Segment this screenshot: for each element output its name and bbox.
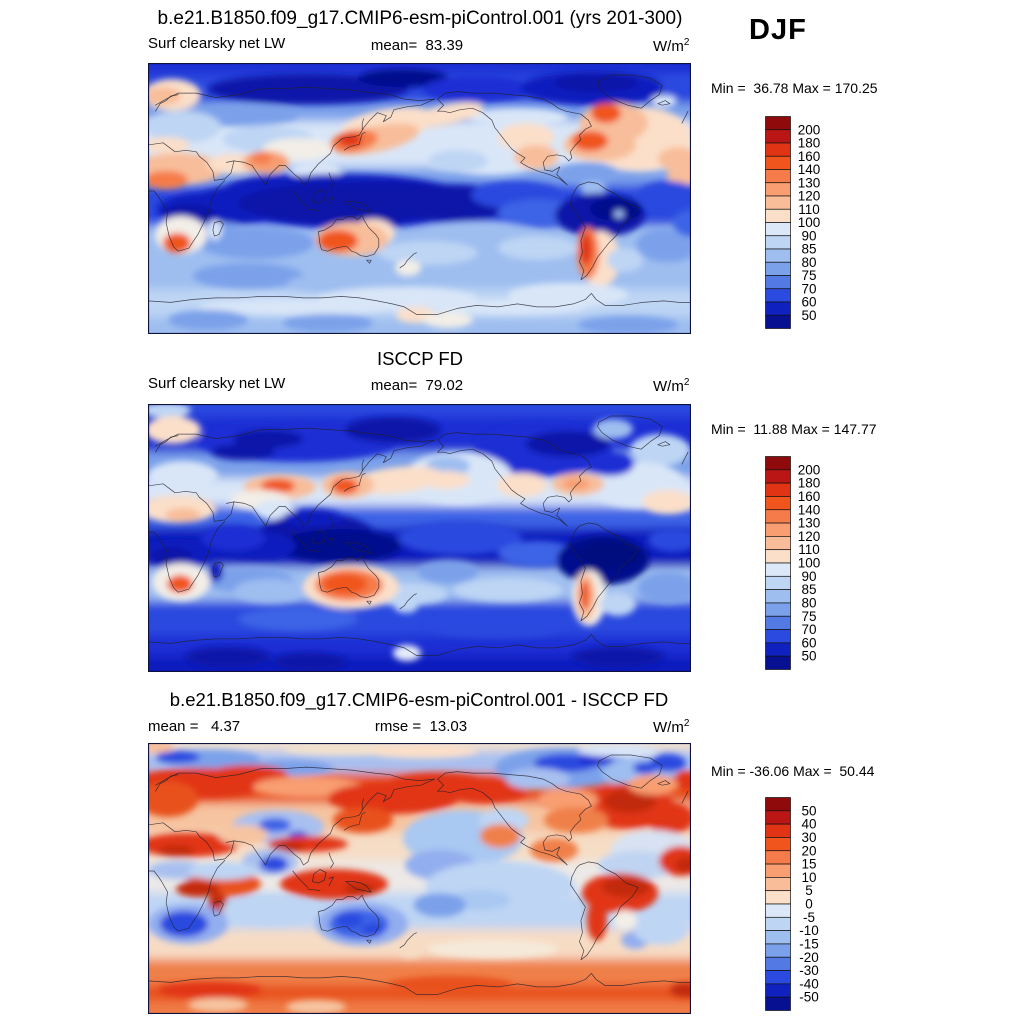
svg-text:-50: -50: [799, 990, 819, 1005]
svg-text:50: 50: [801, 308, 816, 323]
svg-text:60: 60: [801, 635, 816, 650]
svg-text:30: 30: [801, 830, 816, 845]
svg-text:15: 15: [801, 857, 816, 872]
svg-text:100: 100: [798, 556, 821, 571]
svg-text:20: 20: [801, 843, 816, 858]
svg-text:80: 80: [801, 255, 816, 270]
svg-text:140: 140: [798, 162, 821, 177]
svg-text:60: 60: [801, 295, 816, 310]
svg-text:110: 110: [798, 202, 820, 217]
svg-text:-15: -15: [799, 936, 819, 951]
svg-text:160: 160: [798, 489, 821, 504]
svg-text:-40: -40: [799, 976, 819, 991]
svg-text:70: 70: [801, 622, 816, 637]
svg-text:50: 50: [801, 803, 816, 818]
svg-text:-5: -5: [803, 910, 815, 925]
svg-text:50: 50: [801, 649, 816, 664]
svg-text:-20: -20: [799, 950, 819, 965]
svg-text:-10: -10: [799, 923, 819, 938]
svg-text:-30: -30: [799, 963, 819, 978]
svg-text:10: 10: [801, 870, 816, 885]
svg-text:180: 180: [798, 136, 821, 151]
svg-text:5: 5: [805, 883, 813, 898]
svg-text:85: 85: [801, 582, 816, 597]
svg-text:80: 80: [801, 595, 816, 610]
svg-text:160: 160: [798, 149, 821, 164]
svg-text:200: 200: [798, 462, 821, 477]
svg-text:40: 40: [801, 817, 816, 832]
svg-text:130: 130: [798, 175, 821, 190]
svg-text:90: 90: [801, 569, 816, 584]
svg-text:140: 140: [798, 502, 821, 517]
svg-text:70: 70: [801, 281, 816, 296]
svg-text:100: 100: [798, 215, 821, 230]
svg-text:75: 75: [801, 268, 816, 283]
svg-text:130: 130: [798, 516, 821, 531]
svg-text:200: 200: [798, 122, 821, 137]
svg-text:120: 120: [798, 189, 821, 204]
svg-text:180: 180: [798, 476, 821, 491]
svg-text:0: 0: [805, 897, 813, 912]
svg-text:120: 120: [798, 529, 821, 544]
svg-text:85: 85: [801, 242, 816, 257]
svg-text:110: 110: [798, 542, 820, 557]
svg-text:90: 90: [801, 228, 816, 243]
svg-text:75: 75: [801, 609, 816, 624]
